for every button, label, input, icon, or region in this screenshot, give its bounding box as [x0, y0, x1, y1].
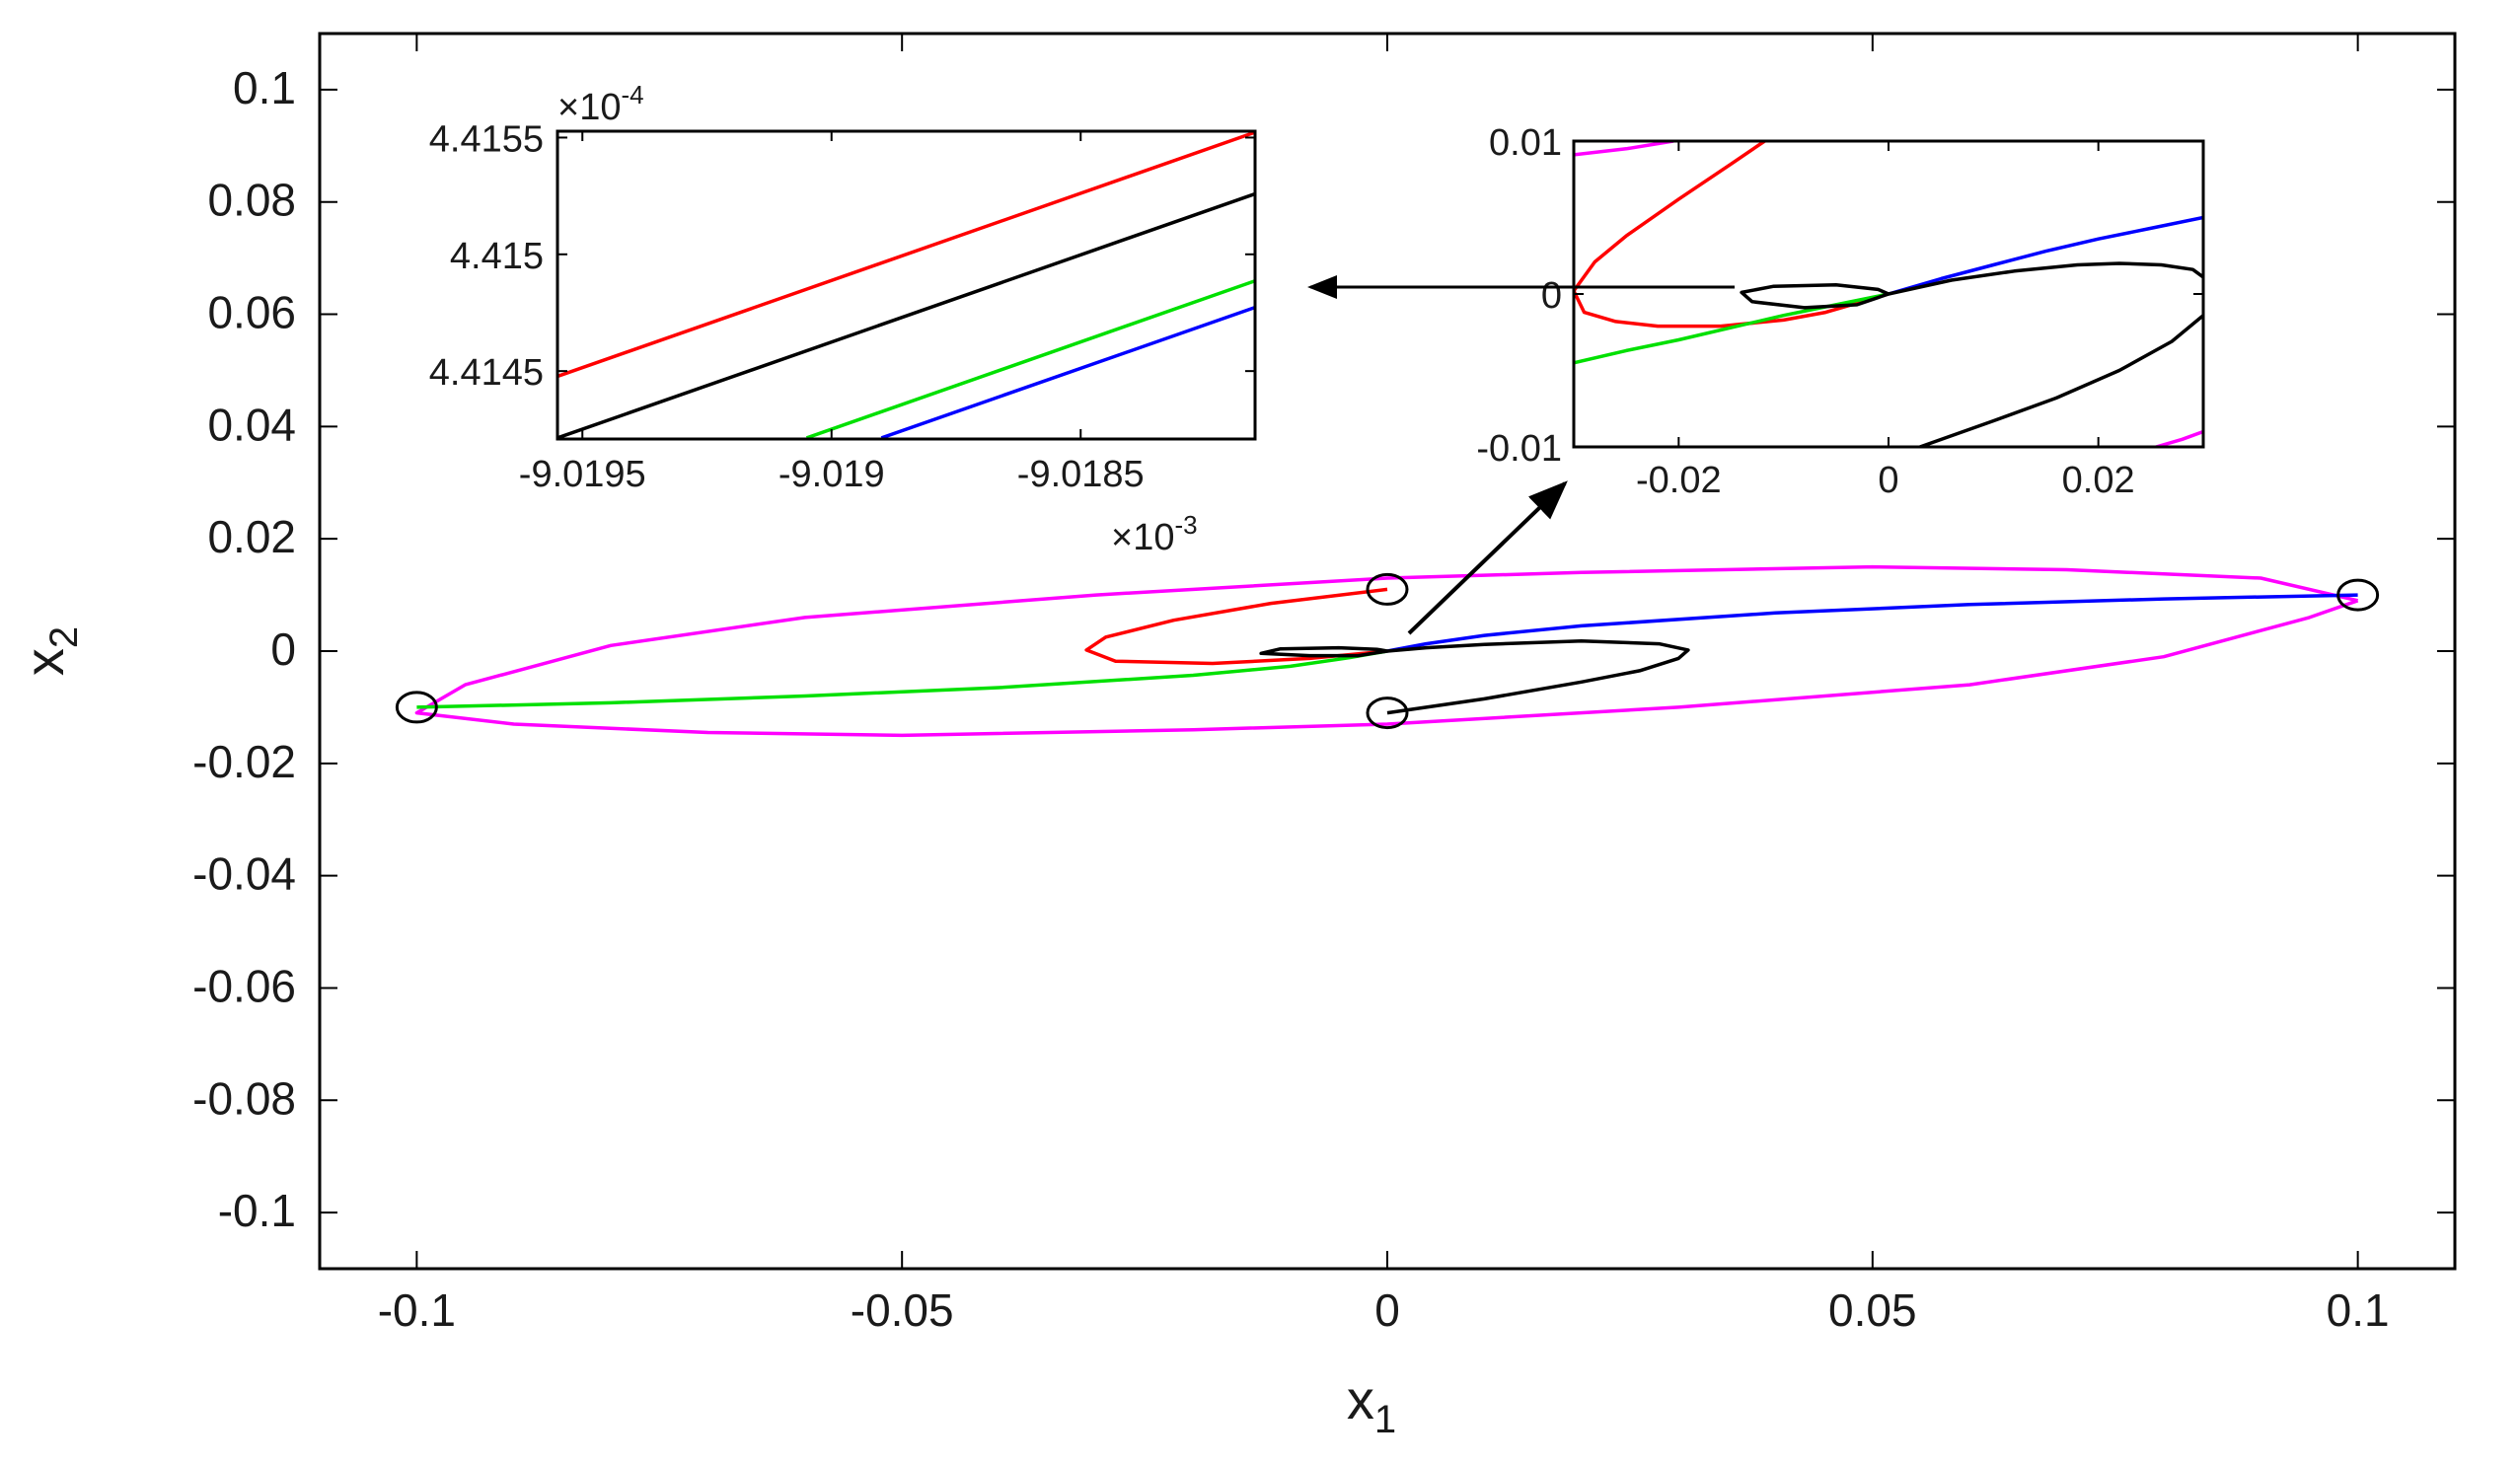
- main-y-tick-label: 0.02: [207, 511, 296, 562]
- main-x-tick-label: -0.1: [378, 1284, 456, 1336]
- main-x-tick-label: 0.1: [2327, 1284, 2390, 1336]
- inset-detail-y-multiplier: ×10-4: [557, 80, 644, 128]
- zoom-x-tick-label: -0.02: [1636, 460, 1722, 501]
- marker-initial-point-left: [395, 691, 438, 724]
- inset-detail-series-group: [557, 131, 1255, 439]
- inset-detail-frame: [556, 129, 1257, 441]
- detail-series-black: [557, 191, 1255, 439]
- main-y-tick-label: 0.04: [207, 399, 296, 450]
- main-y-tick-label: 0.06: [207, 287, 296, 338]
- main-y-ticks: 0.1 0.08 0.06 0.04 0.02 0 -0.02 -0.04 -0.06 -0.08…: [192, 62, 2455, 1236]
- inset-detail-x-ticks: -9.0195 -9.019 -9.0185: [519, 131, 1145, 495]
- zoom-y-tick-label: 0: [1541, 275, 1562, 317]
- zoom-series-black-trajectory-lower: [1919, 314, 2203, 447]
- inset-detail-background: [557, 131, 1255, 439]
- zoom-y-tick-label: 0.01: [1489, 122, 1562, 164]
- inset-zoom-x-ticks: -0.02 0 0.02: [1636, 141, 2135, 501]
- zoom-series-magenta-ellipse-upper: [1574, 141, 1674, 157]
- zoom-series-blue-trajectory: [1888, 215, 2203, 296]
- y-axis-label: x2: [13, 626, 86, 676]
- main-marker-group: [395, 572, 2380, 730]
- main-x-tick-label: 0: [1374, 1284, 1400, 1336]
- main-series-group: [414, 564, 2359, 738]
- detail-series-blue: [880, 305, 1255, 439]
- x-axis-label: x1: [1347, 1368, 1396, 1441]
- inset-zoom-series-group: [1574, 141, 2203, 447]
- main-series-blue-trajectory: [1386, 593, 2358, 653]
- main-x-tick-label: -0.05: [851, 1284, 954, 1336]
- main-y-tick-label: -0.06: [192, 960, 296, 1011]
- main-y-tick-label: 0.08: [207, 175, 296, 226]
- main-y-tick-label: -0.04: [192, 848, 296, 900]
- main-y-tick-label: 0.1: [233, 62, 296, 113]
- main-x-ticks: -0.1 -0.05 0 0.05 0.1: [378, 34, 2390, 1336]
- zoom-arrow: [1407, 480, 1568, 635]
- inset-detail-x-multiplier: ×10-3: [1111, 510, 1198, 558]
- detail-series-green: [805, 279, 1255, 439]
- main-series-red-trajectory: [1084, 587, 1388, 666]
- main-series-magenta-ellipse: [414, 564, 2359, 738]
- inset-detail-plot: -9.0195 -9.019 -9.0185 4.4155 4.415 4.4145 ×…: [429, 80, 1257, 558]
- detail-x-tick-label: -9.0185: [1017, 454, 1145, 495]
- main-series-green-trajectory: [416, 649, 1388, 709]
- main-y-tick-label: -0.08: [192, 1072, 296, 1124]
- main-x-tick-label: 0.05: [1828, 1284, 1917, 1336]
- zoom-series-red-trajectory: [1574, 141, 1890, 329]
- zoom-series-black-loop: [1740, 261, 2203, 310]
- main-y-tick-label: -0.02: [192, 736, 296, 787]
- marker-initial-point-bottom: [1366, 696, 1409, 730]
- zoom-series-magenta-ellipse-lower: [2155, 429, 2203, 447]
- detail-y-tick-label: 4.4145: [429, 352, 544, 394]
- detail-series-red: [557, 131, 1255, 379]
- main-series-black-trajectory: [1259, 639, 1690, 715]
- marker-initial-point-right: [2336, 578, 2380, 612]
- inset-detail-y-ticks: 4.4155 4.415 4.4145: [429, 118, 1255, 394]
- zoom-y-tick-label: -0.01: [1476, 428, 1562, 470]
- main-y-tick-label: -0.1: [218, 1185, 296, 1236]
- detail-x-tick-label: -9.0195: [519, 454, 646, 495]
- inset-zoom-plot: -0.02 0 0.02 0.01 0 -0.01: [1476, 122, 2205, 501]
- zoom-x-tick-label: 0: [1878, 460, 1898, 501]
- detail-y-tick-label: 4.415: [450, 236, 544, 277]
- detail-x-tick-label: -9.019: [778, 454, 885, 495]
- main-y-tick-label: 0: [270, 623, 296, 675]
- detail-y-tick-label: 4.4155: [429, 118, 544, 160]
- main-plot: -0.1 -0.05 0 0.05 0.1 0.10.080.060.040.020-0…: [13, 32, 2457, 1441]
- zoom-x-tick-label: 0.02: [2062, 460, 2135, 501]
- marker-initial-point-top: [1366, 572, 1409, 606]
